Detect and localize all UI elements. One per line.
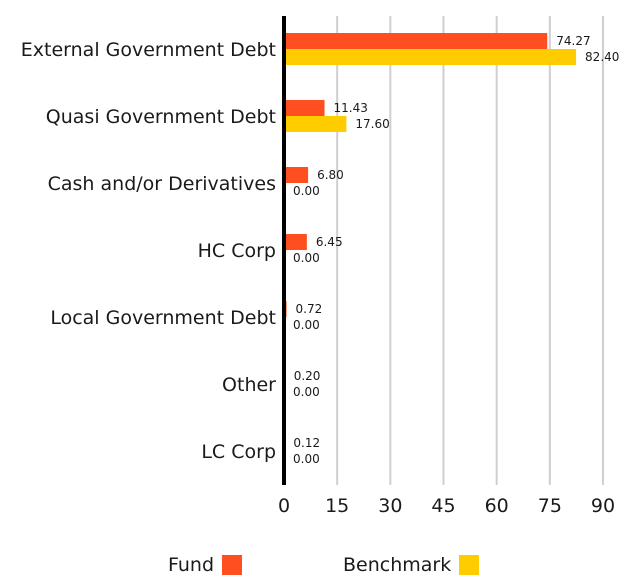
data-label-benchmark: 0.00 xyxy=(293,251,320,265)
data-label-fund: 74.27 xyxy=(556,34,590,48)
bar-benchmark xyxy=(284,116,347,132)
x-tick-label-90: 90 xyxy=(591,495,615,517)
data-label-fund: 0.20 xyxy=(294,369,321,383)
legend-fund-swatch xyxy=(222,555,243,575)
data-label-benchmark: 0.00 xyxy=(293,452,320,466)
category-label: HC Corp xyxy=(198,240,276,262)
category-label: External Government Debt xyxy=(21,39,276,61)
x-tick-label-0: 0 xyxy=(278,495,290,517)
data-label-benchmark: 17.60 xyxy=(355,117,389,131)
data-label-fund: 6.80 xyxy=(317,168,344,182)
bar-fund xyxy=(284,33,548,49)
x-tick-label-15: 15 xyxy=(325,495,349,517)
data-label-benchmark: 0.00 xyxy=(293,318,320,332)
category-label: Cash and/or Derivatives xyxy=(48,173,276,195)
data-label-fund: 11.43 xyxy=(334,101,368,115)
bar-fund xyxy=(284,167,309,183)
x-tick-label-45: 45 xyxy=(431,495,455,517)
legend-fund-label: Fund xyxy=(168,554,215,576)
x-tick-label-75: 75 xyxy=(538,495,562,517)
category-label: Quasi Government Debt xyxy=(46,106,276,128)
x-tick-label-60: 60 xyxy=(485,495,509,517)
data-label-benchmark: 82.40 xyxy=(585,50,619,64)
bar-fund xyxy=(284,100,325,116)
bar-benchmark xyxy=(284,49,577,65)
data-label-fund: 0.72 xyxy=(296,302,323,316)
data-label-benchmark: 0.00 xyxy=(293,385,320,399)
category-label: Other xyxy=(222,374,276,396)
legend-fund: Fund xyxy=(168,553,243,577)
category-label: Local Government Debt xyxy=(50,307,276,329)
data-label-benchmark: 0.00 xyxy=(293,184,320,198)
legend-benchmark-swatch xyxy=(459,555,480,575)
bar-fund xyxy=(284,234,307,250)
legend-benchmark-label: Benchmark xyxy=(343,554,452,576)
data-label-fund: 6.45 xyxy=(316,235,343,249)
data-label-fund: 0.12 xyxy=(293,436,320,450)
x-tick-label-30: 30 xyxy=(378,495,402,517)
legend-benchmark: Benchmark xyxy=(343,553,480,577)
category-label: LC Corp xyxy=(201,441,276,463)
